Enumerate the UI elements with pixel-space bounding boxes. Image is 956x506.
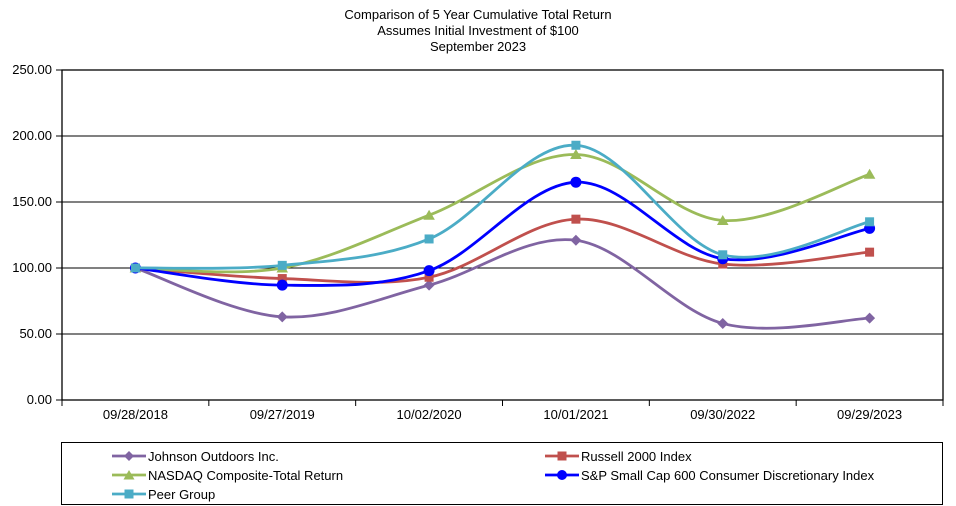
series-marker-peer-group-5 — [865, 217, 875, 227]
x-axis-label: 09/27/2019 — [250, 407, 315, 422]
series-marker-s-p-small-cap-600-consumer-discretionary-index-2 — [423, 265, 435, 277]
series-marker-russell-2000-index-1 — [277, 274, 287, 284]
x-axis-label: 09/28/2018 — [103, 407, 168, 422]
series-marker-peer-group-4 — [718, 250, 728, 260]
chart-title-line2: Assumes Initial Investment of $100 — [377, 23, 579, 38]
x-axis-label: 10/02/2020 — [397, 407, 462, 422]
y-axis-label: 200.00 — [12, 128, 52, 143]
series-marker-russell-2000-index-3 — [571, 214, 581, 224]
y-axis-label: 0.00 — [27, 392, 52, 407]
series-line-s-p-small-cap-600-consumer-discretionary-index — [134, 180, 871, 287]
legend-label: Peer Group — [148, 486, 216, 502]
legend-label: S&P Small Cap 600 Consumer Discretionary… — [581, 467, 875, 483]
series-marker-russell-2000-index-5 — [865, 247, 875, 257]
line-chart-plot-area: 0.00 50.00 100.00 150.00 200.00 250.00 09/28/2… — [12, 62, 944, 422]
legend-item-s-p-small-cap-600-consumer-discretionary-index: S&P Small Cap 600 Consumer Discretionary… — [545, 466, 874, 484]
series-marker-johnson-outdoors-inc-3 — [570, 234, 582, 246]
chart-title-line1: Comparison of 5 Year Cumulative Total Re… — [344, 7, 612, 22]
series-marker-peer-group-2 — [424, 234, 434, 244]
legend-marker-circle-icon — [545, 470, 579, 480]
series-marker-nasdaq-composite-total-return-4 — [716, 214, 729, 225]
legend-marker-diamond-icon — [112, 451, 146, 461]
y-axis-label: 250.00 — [12, 62, 52, 77]
series-marker-russell-2000-index-2 — [424, 272, 434, 282]
x-axis-label: 10/01/2021 — [543, 407, 608, 422]
series-marker-s-p-small-cap-600-consumer-discretionary-index-3 — [570, 176, 582, 188]
chart-title-line3: September 2023 — [429, 39, 527, 54]
series-marker-nasdaq-composite-total-return-5 — [863, 168, 876, 179]
legend-item-peer-group: Peer Group — [112, 485, 215, 503]
legend-label: NASDAQ Composite-Total Return — [148, 467, 344, 483]
chart-legend: Johnson Outdoors Inc. Russell 2000 Index N… — [61, 442, 943, 505]
legend-item-nasdaq-composite-total-return: NASDAQ Composite-Total Return — [112, 466, 343, 484]
series-marker-nasdaq-composite-total-return-2 — [423, 209, 435, 220]
legend-label: Johnson Outdoors Inc. — [148, 448, 279, 464]
x-axis-label: 09/29/2023 — [837, 407, 902, 422]
series-marker-peer-group-1 — [277, 260, 287, 270]
chart-title-block: Comparison of 5 Year Cumulative Total Re… — [0, 7, 956, 55]
series-marker-peer-group-3 — [571, 140, 581, 150]
series-marker-nasdaq-composite-total-return-3 — [570, 148, 582, 159]
legend-marker-triangle-icon — [112, 470, 146, 480]
legend-marker-square-icon — [545, 451, 579, 461]
series-marker-johnson-outdoors-inc-4 — [717, 317, 729, 329]
series-line-nasdaq-composite-total-return — [134, 153, 871, 274]
y-axis-label: 50.00 — [19, 326, 52, 341]
series-marker-johnson-outdoors-inc-2 — [423, 279, 435, 291]
series-marker-johnson-outdoors-inc-1 — [276, 311, 288, 323]
x-axis-label: 09/30/2022 — [690, 407, 755, 422]
series-line-russell-2000-index — [134, 217, 871, 284]
series-line-johnson-outdoors-inc — [134, 238, 871, 330]
plot-border — [61, 69, 944, 401]
y-axis-label: 100.00 — [12, 260, 52, 275]
series-marker-peer-group-0 — [130, 263, 140, 273]
legend-label: Russell 2000 Index — [581, 448, 692, 464]
legend-item-johnson-outdoors-inc: Johnson Outdoors Inc. — [112, 447, 279, 465]
series-marker-johnson-outdoors-inc-5 — [864, 312, 876, 324]
series-line-peer-group — [134, 143, 871, 270]
y-axis-label: 150.00 — [12, 194, 52, 209]
legend-item-russell-2000-index: Russell 2000 Index — [545, 447, 692, 465]
series-marker-s-p-small-cap-600-consumer-discretionary-index-1 — [276, 279, 288, 291]
legend-marker-square-icon — [112, 489, 146, 499]
